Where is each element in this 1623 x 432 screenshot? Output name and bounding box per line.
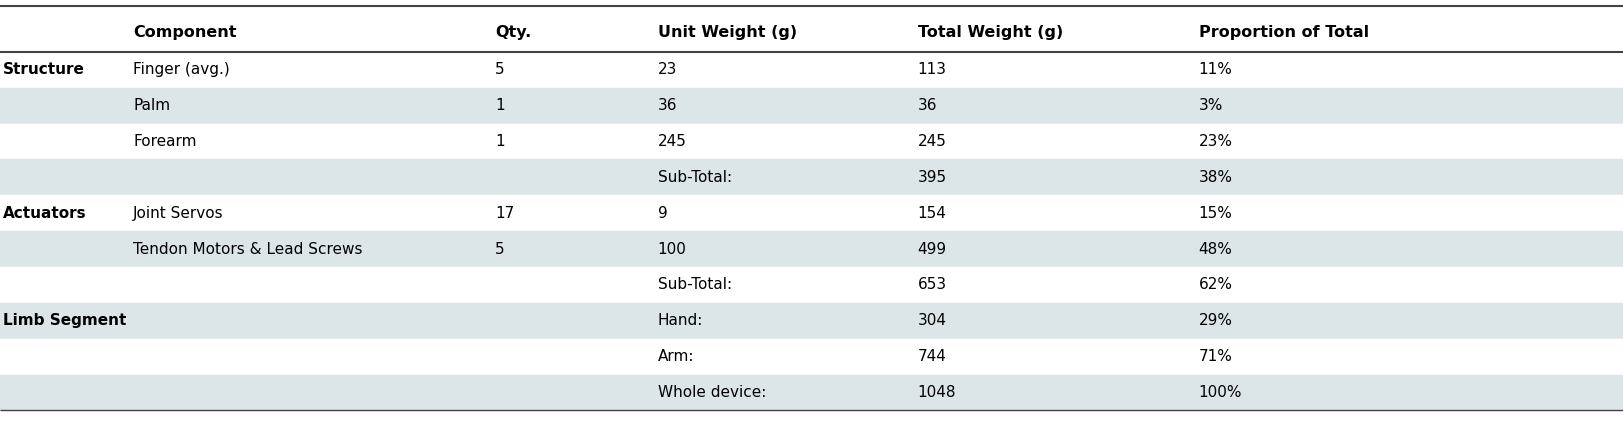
Bar (0, 267, 1623, 303)
Text: 1: 1 (495, 134, 505, 149)
Text: 100%: 100% (1198, 385, 1242, 400)
Text: Finger (avg.): Finger (avg.) (133, 62, 230, 77)
Text: 1: 1 (495, 98, 505, 113)
Text: 23: 23 (657, 62, 677, 77)
Bar (0, 303, 1623, 339)
Text: 17: 17 (495, 206, 514, 221)
Bar (0, 124, 1623, 159)
Text: 9: 9 (657, 206, 667, 221)
Text: Joint Servos: Joint Servos (133, 206, 224, 221)
Text: 395: 395 (917, 170, 946, 185)
Text: Total Weight (g): Total Weight (g) (917, 25, 1061, 40)
Text: 36: 36 (657, 98, 677, 113)
Text: 100: 100 (657, 241, 687, 257)
Text: Whole device:: Whole device: (657, 385, 766, 400)
Text: 48%: 48% (1198, 241, 1232, 257)
Bar (0, 6, 1623, 52)
Text: 113: 113 (917, 62, 946, 77)
Text: 71%: 71% (1198, 349, 1232, 364)
Bar (0, 375, 1623, 410)
Text: 15%: 15% (1198, 206, 1232, 221)
Text: 38%: 38% (1198, 170, 1232, 185)
Text: 5: 5 (495, 241, 505, 257)
Text: 5: 5 (495, 62, 505, 77)
Text: 744: 744 (917, 349, 946, 364)
Bar (0, 88, 1623, 124)
Text: Tendon Motors & Lead Screws: Tendon Motors & Lead Screws (133, 241, 362, 257)
Text: Palm: Palm (133, 98, 170, 113)
Text: 245: 245 (657, 134, 687, 149)
Text: 3%: 3% (1198, 98, 1222, 113)
Text: Component: Component (133, 25, 237, 40)
Text: Actuators: Actuators (3, 206, 86, 221)
Text: 154: 154 (917, 206, 946, 221)
Text: Unit Weight (g): Unit Weight (g) (657, 25, 797, 40)
Text: Sub-Total:: Sub-Total: (657, 277, 732, 292)
Text: Structure: Structure (3, 62, 84, 77)
Bar (0, 159, 1623, 195)
Text: 499: 499 (917, 241, 946, 257)
Text: Arm:: Arm: (657, 349, 693, 364)
Text: Limb Segment: Limb Segment (3, 313, 127, 328)
Text: 29%: 29% (1198, 313, 1232, 328)
Text: Proportion of Total: Proportion of Total (1198, 25, 1368, 40)
Text: 653: 653 (917, 277, 946, 292)
Text: Qty.: Qty. (495, 25, 531, 40)
Bar (0, 231, 1623, 267)
Text: 304: 304 (917, 313, 946, 328)
Text: 11%: 11% (1198, 62, 1232, 77)
Text: Forearm: Forearm (133, 134, 196, 149)
Text: Hand:: Hand: (657, 313, 703, 328)
Text: 1048: 1048 (917, 385, 956, 400)
Text: 36: 36 (917, 98, 936, 113)
Text: Sub-Total:: Sub-Total: (657, 170, 732, 185)
Bar (0, 339, 1623, 375)
Bar (0, 52, 1623, 88)
Text: 245: 245 (917, 134, 946, 149)
Text: 23%: 23% (1198, 134, 1232, 149)
Bar (0, 195, 1623, 231)
Text: 62%: 62% (1198, 277, 1232, 292)
